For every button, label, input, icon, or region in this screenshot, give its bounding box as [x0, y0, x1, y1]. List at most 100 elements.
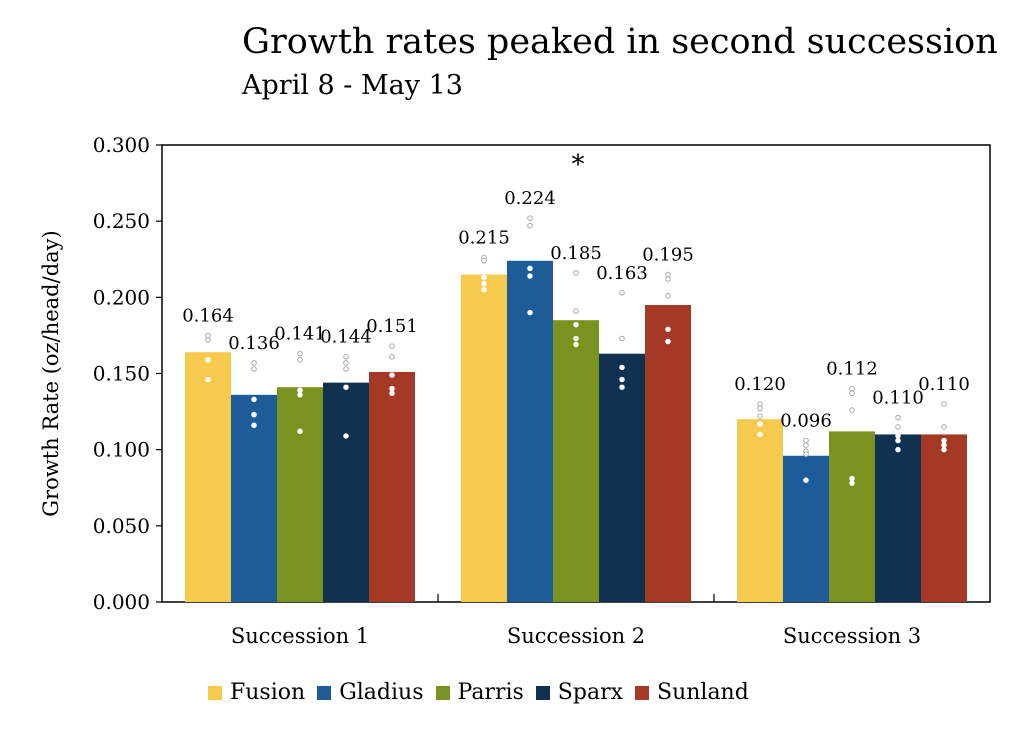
bar-sparx: [323, 382, 369, 602]
y-tick-label: 0.100: [93, 438, 150, 462]
y-tick-label: 0.050: [93, 514, 150, 538]
x-category-label: Succession 1: [231, 624, 369, 648]
data-point: [205, 332, 211, 339]
data-point: [895, 437, 901, 444]
data-point: [757, 401, 763, 407]
data-point: [297, 387, 303, 394]
legend-item-gladius: Gladius: [317, 680, 424, 705]
chart-subtitle: April 8 - May 13: [242, 70, 463, 101]
data-point: [895, 414, 901, 421]
data-label: 0.163: [596, 263, 648, 284]
data-label: 0.096: [780, 411, 832, 432]
data-point: [205, 357, 211, 363]
chart-title: Growth rates peaked in second succession: [242, 22, 998, 62]
data-point: [619, 290, 625, 296]
data-point: [665, 276, 671, 282]
legend-item-parris: Parris: [435, 680, 524, 705]
legend-label: Fusion: [230, 680, 306, 705]
legend-label: Sunland: [657, 680, 749, 705]
data-point: [849, 385, 855, 392]
data-point: [849, 407, 855, 413]
y-tick-label: 0.250: [93, 209, 150, 233]
data-point: [895, 446, 901, 453]
data-label: 0.151: [366, 316, 418, 337]
data-point: [573, 322, 579, 328]
legend-swatch: [635, 685, 649, 700]
data-point: [251, 366, 257, 372]
data-label: 0.215: [458, 228, 510, 249]
data-point: [297, 392, 303, 398]
data-point: [527, 309, 533, 316]
data-point: [297, 350, 303, 357]
data-point: [343, 384, 349, 390]
data-point: [941, 437, 947, 444]
data-point: [251, 360, 257, 366]
data-point: [527, 273, 533, 279]
data-point: [297, 428, 303, 435]
data-point: [941, 446, 947, 453]
data-point: [343, 366, 349, 372]
bar-gladius: [231, 394, 277, 602]
data-point: [665, 326, 671, 333]
y-axis-label: Growth Rate (oz/head/day): [39, 230, 63, 516]
data-point: [389, 385, 395, 392]
data-point: [941, 442, 947, 448]
x-category-label: Succession 3: [783, 624, 921, 648]
data-point: [757, 413, 763, 419]
data-point: [619, 335, 625, 342]
legend-item-fusion: Fusion: [208, 680, 305, 705]
y-tick-label: 0.200: [93, 285, 150, 309]
bar-parris: [277, 387, 323, 602]
data-point: [665, 293, 671, 299]
data-point: [343, 353, 349, 360]
data-point: [251, 411, 257, 418]
data-label: 0.120: [734, 374, 786, 395]
data-point: [757, 431, 763, 438]
significance-annotation: *: [572, 150, 585, 180]
data-point: [251, 422, 257, 429]
legend-item-sparx: Sparx: [535, 680, 623, 705]
data-point: [803, 451, 809, 457]
data-point: [527, 215, 533, 221]
data-point: [389, 343, 395, 349]
chart-legend: Fusion Gladius Parris Sparx Sunland: [208, 680, 761, 705]
data-point: [389, 353, 395, 360]
bar-sparx: [875, 434, 921, 602]
data-label: 0.112: [826, 359, 878, 380]
bar-parris: [553, 320, 599, 602]
data-point: [803, 442, 809, 448]
data-point: [481, 286, 487, 293]
data-point: [297, 357, 303, 363]
bar-gladius: [507, 260, 553, 602]
data-point: [803, 437, 809, 444]
data-label: 0.144: [320, 327, 372, 348]
bar-sunland: [645, 304, 691, 602]
data-point: [343, 433, 349, 439]
data-point: [481, 280, 487, 287]
legend-label: Gladius: [339, 680, 424, 705]
data-label: 0.141: [274, 324, 326, 345]
bar-fusion: [461, 274, 507, 602]
data-point: [389, 372, 395, 378]
data-label: 0.110: [872, 388, 924, 409]
legend-label: Parris: [457, 680, 524, 705]
legend-label: Sparx: [557, 680, 623, 705]
data-point: [619, 384, 625, 390]
data-point: [665, 338, 671, 345]
data-point: [573, 270, 579, 276]
legend-swatch: [535, 685, 550, 700]
x-category-label: Succession 2: [507, 624, 645, 648]
bar-fusion: [737, 419, 783, 602]
data-point: [481, 258, 487, 264]
data-point: [757, 421, 763, 427]
data-point: [941, 424, 947, 430]
y-tick-label: 0.000: [93, 590, 150, 614]
data-point: [941, 401, 947, 407]
data-point: [895, 433, 901, 439]
bar-sunland: [921, 434, 967, 602]
data-point: [527, 222, 533, 229]
data-point: [481, 274, 487, 281]
y-tick-label: 0.300: [93, 133, 150, 157]
data-label: 0.224: [504, 188, 556, 209]
data-point: [573, 335, 579, 342]
